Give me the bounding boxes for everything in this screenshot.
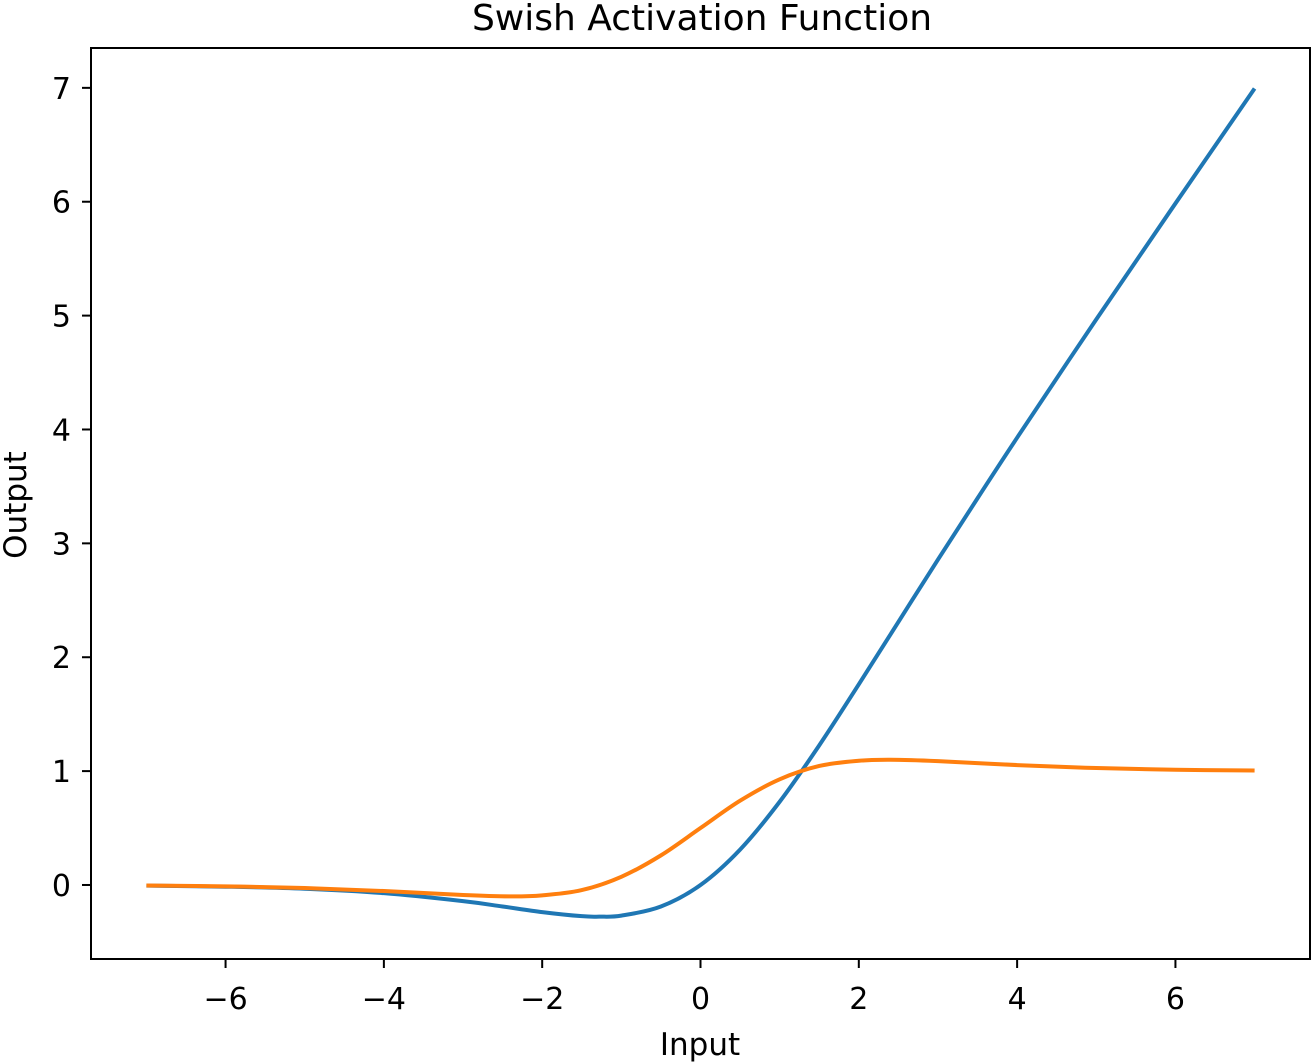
y-tick-label: 2 — [52, 641, 71, 676]
y-tick-label: 7 — [52, 72, 71, 107]
plot-frame — [90, 47, 1311, 960]
x-tick-label: 2 — [849, 982, 868, 1017]
series-layer — [146, 87, 1257, 919]
y-tick-label: 5 — [52, 300, 71, 335]
y-tick-label: 6 — [52, 186, 71, 221]
y-tick-label: 1 — [52, 755, 71, 790]
series-line-1 — [146, 87, 1257, 919]
x-tick-label: −4 — [362, 982, 406, 1017]
x-tick-label: −6 — [203, 982, 247, 1017]
y-axis-ticks: 0 1 2 3 4 5 6 7 — [52, 72, 91, 904]
series-line-2 — [146, 757, 1255, 899]
y-tick-label: 4 — [52, 413, 71, 448]
y-tick-label: 0 — [52, 869, 71, 904]
x-tick-label: −2 — [520, 982, 564, 1017]
y-axis-label: Output — [0, 451, 34, 559]
x-tick-label: 0 — [691, 982, 710, 1017]
y-tick-label: 3 — [52, 527, 71, 562]
chart-title: Swish Activation Function — [472, 0, 932, 39]
x-axis-ticks: −6 −4 −2 0 2 4 6 — [203, 959, 1185, 1017]
x-tick-label: 4 — [1008, 982, 1027, 1017]
x-tick-label: 6 — [1166, 982, 1185, 1017]
x-axis-label: Input — [660, 1027, 740, 1063]
